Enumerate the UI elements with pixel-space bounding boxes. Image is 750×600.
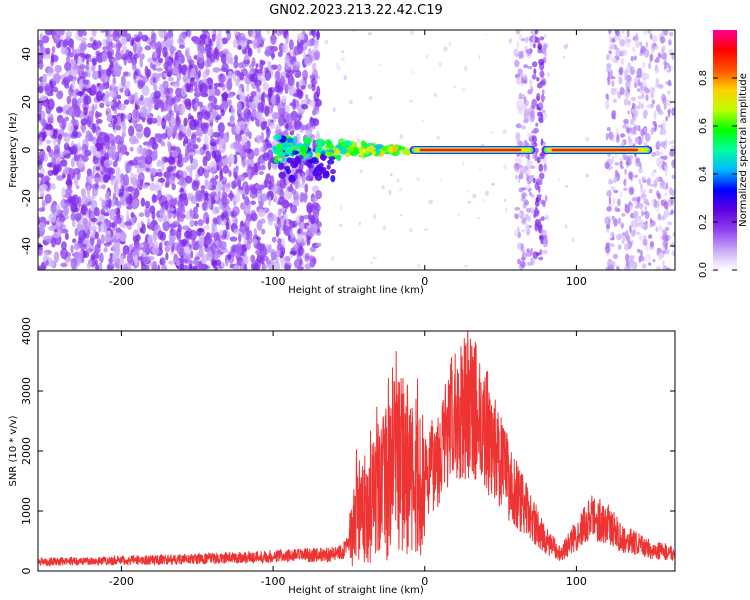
y-tick-label: 2000	[20, 437, 33, 465]
x-tick-label: 100	[566, 575, 587, 588]
snr-y-label: SNR (10 * v/v)	[8, 415, 19, 486]
y-tick-label: -40	[20, 237, 33, 255]
x-tick-label: -200	[109, 575, 134, 588]
x-tick-label: -100	[261, 275, 286, 288]
colorbar-label: Normalized spectral amplitude	[738, 73, 749, 227]
y-tick-label: 20	[20, 95, 33, 109]
y-tick-label: -20	[20, 189, 33, 207]
x-tick-label: 100	[566, 275, 587, 288]
y-tick-label: 40	[20, 47, 33, 61]
colorbar-tick-label: 0.4	[698, 166, 709, 182]
colorbar-tick-label: 0.6	[698, 118, 709, 134]
figure-title: GN02.2023.213.22.42.C19	[269, 3, 443, 18]
y-tick-label: 0	[20, 147, 33, 154]
colorbar: 0.0 0.2 0.4 0.6 0.8 Normalized spectral ampl…	[698, 30, 749, 278]
colorbar-tick-label: 0.2	[698, 214, 709, 230]
x-tick-label: -100	[261, 575, 286, 588]
spectrogram-x-label: Height of straight line (km)	[288, 285, 424, 296]
y-tick-label: 3000	[20, 377, 33, 405]
y-tick-label: 4000	[20, 317, 33, 345]
colorbar-tick-label: 0.0	[698, 262, 709, 278]
colorbar-tick-label: 0.8	[698, 70, 709, 86]
spectrogram-y-label: Frequency (Hz)	[8, 112, 19, 188]
snr-x-label: Height of straight line (km)	[288, 585, 424, 596]
y-tick-label: 1000	[20, 497, 33, 525]
colorbar-bar	[713, 30, 737, 270]
y-tick-label: 0	[20, 568, 33, 575]
x-tick-label: -200	[109, 275, 134, 288]
